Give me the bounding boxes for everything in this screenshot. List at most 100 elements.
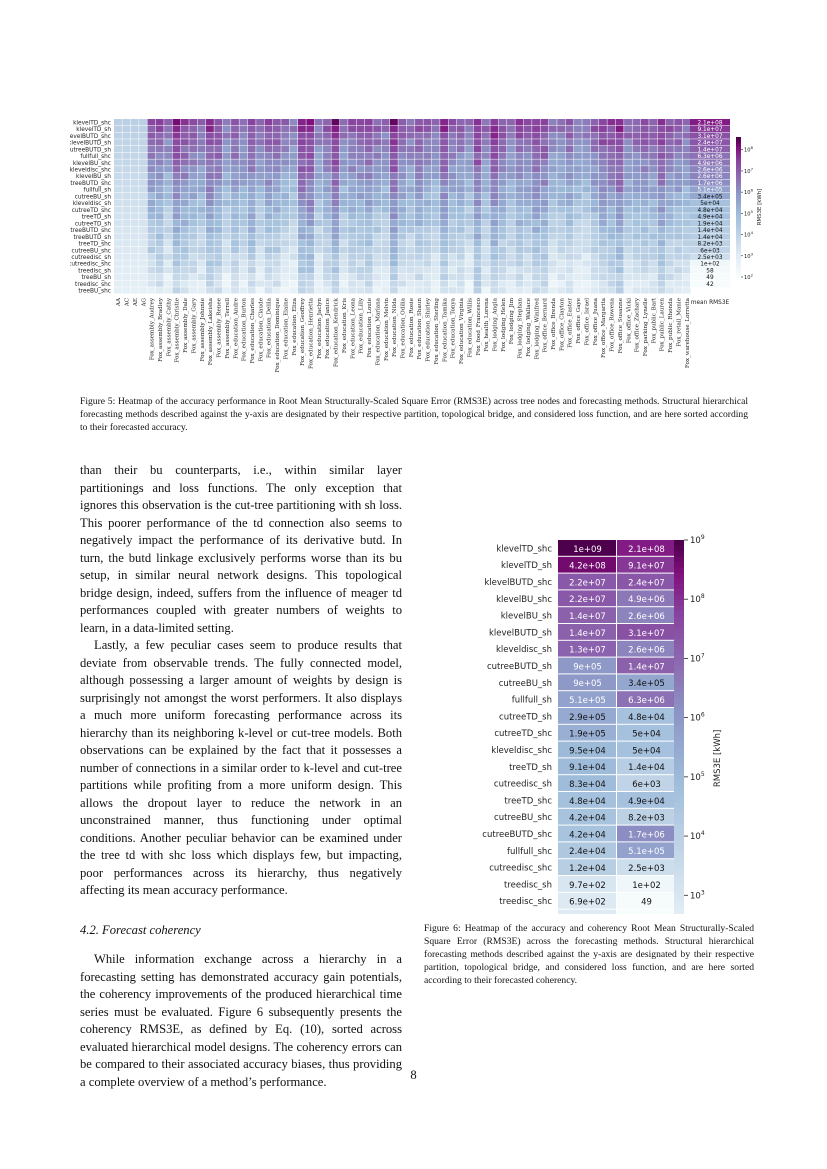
heatmap-cell xyxy=(197,246,206,254)
heatmap-cell xyxy=(180,179,189,186)
cell-value: 5e+04 xyxy=(632,746,661,756)
heatmap-cell xyxy=(515,125,524,132)
heatmap-cell xyxy=(231,152,239,159)
heatmap-cell xyxy=(155,145,164,153)
row-label: treeTD_sh xyxy=(509,763,552,773)
heatmap-cell xyxy=(222,132,231,139)
heatmap-cell xyxy=(456,159,465,166)
heatmap-cell xyxy=(231,287,239,294)
heatmap-cell xyxy=(431,233,440,240)
heatmap-cell xyxy=(180,226,189,233)
heatmap-cell xyxy=(197,213,206,220)
heatmap-cell xyxy=(548,159,557,166)
heatmap-cell xyxy=(214,132,223,139)
heatmap-cell xyxy=(632,213,641,220)
cell-value: 4.8e+04 xyxy=(569,797,606,807)
heatmap-cell xyxy=(473,287,482,294)
heatmap-cell xyxy=(640,119,649,126)
heatmap-cell xyxy=(281,267,290,274)
column-label: Fox_assembly_Gary xyxy=(191,297,197,353)
heatmap-cell xyxy=(197,267,206,274)
heatmap-cell xyxy=(540,166,549,173)
heatmap-cell xyxy=(431,273,440,281)
heatmap-cell xyxy=(490,166,499,173)
heatmap-cell xyxy=(523,125,532,132)
heatmap-cell xyxy=(682,125,691,132)
row-label: cutreeBUTD_sh xyxy=(70,147,111,153)
heatmap-cell xyxy=(617,758,675,775)
heatmap-cell xyxy=(423,179,432,186)
heatmap-cell xyxy=(490,226,499,233)
heatmap-cell xyxy=(573,280,582,287)
heatmap-cell xyxy=(297,213,306,220)
heatmap-cell xyxy=(323,125,331,132)
colorbar-tick-label: 105 xyxy=(690,771,705,783)
heatmap-cell xyxy=(515,132,524,139)
heatmap-cell xyxy=(540,139,549,146)
heatmap-cell xyxy=(147,193,156,200)
heatmap-cell xyxy=(214,186,223,193)
heatmap-cell xyxy=(624,267,632,274)
colorbar-tick-label: 103 xyxy=(744,251,754,260)
heatmap-cell xyxy=(214,246,223,254)
heatmap-cell xyxy=(339,152,348,159)
heatmap-cell xyxy=(599,125,607,132)
heatmap-cell xyxy=(389,139,398,146)
heatmap-cell xyxy=(515,186,524,193)
heatmap-cell xyxy=(147,119,156,126)
heatmap-cell xyxy=(222,166,231,173)
heatmap-cell xyxy=(582,233,591,240)
heatmap-cell xyxy=(247,253,256,260)
row-label: klevelTD_sh xyxy=(501,561,552,571)
heatmap-cell xyxy=(314,145,323,153)
mean-value: 2.4e+07 xyxy=(697,141,722,147)
heatmap-cell xyxy=(147,233,156,240)
heatmap-cell xyxy=(364,119,373,126)
heatmap-cell xyxy=(540,119,549,126)
heatmap-cell xyxy=(532,159,540,166)
heatmap-cell xyxy=(431,193,440,200)
mean-value: 3.4e+05 xyxy=(697,194,722,200)
heatmap-cell xyxy=(306,287,315,294)
heatmap-cell xyxy=(381,253,390,260)
mean-value: 4.9e+04 xyxy=(697,215,722,221)
heatmap-cell xyxy=(231,240,239,247)
heatmap-cell xyxy=(440,246,448,254)
heatmap-cell xyxy=(481,260,490,267)
heatmap-cell xyxy=(682,186,691,193)
heatmap-cell xyxy=(473,219,482,227)
mean-value: 1e+02 xyxy=(700,262,720,268)
heatmap-cell xyxy=(172,193,181,200)
heatmap-cell xyxy=(139,226,147,233)
colorbar-segment xyxy=(736,197,741,201)
heatmap-cell xyxy=(281,233,290,240)
heatmap-cell xyxy=(607,193,616,200)
heatmap-cell xyxy=(180,233,189,240)
colorbar-segment xyxy=(736,211,741,215)
heatmap-cell xyxy=(582,119,591,126)
heatmap-cell xyxy=(239,159,248,166)
heatmap-cell xyxy=(649,213,658,220)
heatmap-cell xyxy=(381,119,390,126)
heatmap-cell xyxy=(323,179,331,186)
row-label: cutreeTD_sh xyxy=(499,712,552,722)
heatmap-cell xyxy=(415,179,423,186)
heatmap-cell xyxy=(582,186,591,193)
heatmap-cell xyxy=(306,253,315,260)
heatmap-cell xyxy=(289,139,298,146)
heatmap-cell xyxy=(389,273,398,281)
heatmap-cell xyxy=(557,246,566,254)
heatmap-cell xyxy=(423,226,432,233)
colorbar-segment xyxy=(674,883,684,891)
heatmap-cell xyxy=(431,132,440,139)
heatmap-cell xyxy=(314,172,323,180)
heatmap-cell xyxy=(231,139,239,146)
heatmap-cell xyxy=(256,213,265,220)
heatmap-cell xyxy=(189,159,198,166)
heatmap-cell xyxy=(615,145,624,153)
heatmap-cell xyxy=(473,246,482,254)
colorbar-segment xyxy=(736,272,741,276)
heatmap-cell xyxy=(164,219,173,227)
heatmap-cell xyxy=(281,219,290,227)
heatmap-cell xyxy=(665,240,674,247)
